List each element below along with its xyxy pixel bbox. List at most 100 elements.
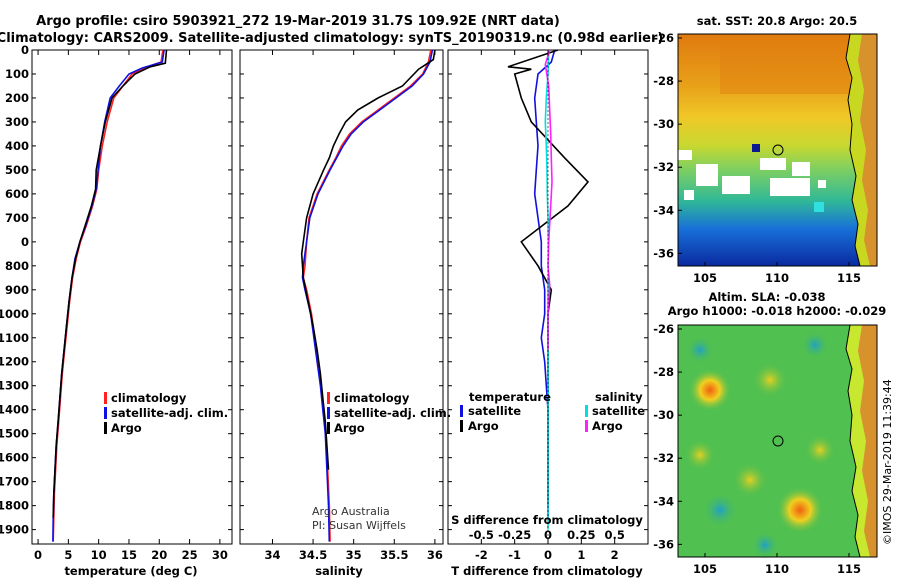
attribution-line2: PI: Susan Wijffels: [312, 519, 406, 532]
depth-tick-label: 1600: [0, 451, 29, 465]
x-tick-label: 35: [346, 548, 362, 562]
legend-label-s-satellite: satellite: [592, 404, 645, 418]
x-tick-label: 35.5: [380, 548, 408, 562]
map-lat-label: -36: [653, 246, 674, 260]
difference-legend-temperature: temperature satellite Argo: [460, 390, 551, 433]
map-lat-label: -34: [653, 203, 674, 217]
map-lon-label: 110: [765, 562, 789, 576]
map-lat-label: -26: [653, 322, 674, 336]
s-diff-tick-label: -0.25: [498, 528, 531, 542]
sst-cloud-gaps: [678, 150, 826, 200]
depth-tick-label: 1200: [0, 355, 29, 369]
attribution-line1: Argo Australia: [312, 505, 390, 518]
map-lat-label: -28: [653, 74, 674, 88]
sla-map-title1: Altim. SLA: -0.038: [708, 290, 825, 304]
map-lon-label: 110: [765, 271, 789, 285]
salinity-legend: climatology satellite-adj. clim. Argo: [327, 391, 451, 435]
sla-eddy-low: [702, 492, 738, 528]
legend-swatch-satellite: [104, 407, 107, 419]
map-lat-label: -26: [653, 31, 674, 45]
sla-eddy-warm: [752, 362, 788, 398]
legend-swatch-s-satellite: [585, 405, 588, 417]
x-tick-label: 2: [611, 548, 619, 562]
depth-tick-label: 1400: [0, 403, 29, 417]
series-line: [301, 50, 434, 542]
sst-warm-patch: [720, 34, 850, 94]
map-lon-label: 105: [693, 271, 717, 285]
temperature-x-ticks: 0 5 10 15 20 25 30: [34, 50, 228, 562]
depth-tick-label: 400: [5, 139, 29, 153]
map-lon-label: 115: [837, 271, 861, 285]
argo-float-position: [772, 435, 784, 447]
legend-label-satellite: satellite-adj. clim.: [111, 406, 228, 420]
map-lon-label: 115: [837, 562, 861, 576]
legend-swatch-t-satellite: [460, 405, 463, 417]
difference-xlabel: T difference from climatology: [451, 564, 643, 578]
depth-tick-label: 0: [21, 235, 29, 249]
series-line: [52, 50, 168, 518]
depth-tick-label: 1500: [0, 427, 29, 441]
sst-map: [677, 33, 878, 267]
legend-label-t-argo: Argo: [468, 419, 499, 433]
legend-title-temperature: temperature: [469, 390, 551, 404]
depth-tick-label: 1100: [0, 331, 29, 345]
depth-tick-label: 1000: [0, 307, 29, 321]
map-lon-label: 105: [693, 562, 717, 576]
sla-eddy-low: [801, 331, 829, 359]
depth-tick-label: 200: [5, 91, 29, 105]
s-diff-tick-label: -0.5: [469, 528, 494, 542]
sla-eddy-warm: [684, 439, 716, 471]
sst-land: [858, 34, 877, 266]
series-line: [302, 50, 432, 542]
depth-tick-label: 100: [5, 67, 29, 81]
sla-map-axes: -26 -28 -30 -32 -34 -36 105 110 115: [653, 322, 861, 576]
series-line: [300, 50, 436, 470]
s-diff-tick-label: 0: [544, 528, 552, 542]
series-line: [544, 50, 553, 350]
legend-title-salinity: salinity: [595, 390, 643, 404]
x-tick-label: 34: [264, 548, 280, 562]
map-lat-label: -28: [653, 365, 674, 379]
chart-title-line1: Argo profile: csiro 5903921_272 19-Mar-2…: [36, 14, 560, 29]
x-tick-label: 5: [64, 548, 72, 562]
x-tick-label: 0: [544, 548, 552, 562]
sst-dark-pixel: [752, 144, 760, 152]
map-lat-label: -30: [653, 408, 674, 422]
depth-tick-label: 1700: [0, 475, 29, 489]
legend-label-climatology: climatology: [111, 391, 187, 405]
x-tick-label: 30: [212, 548, 228, 562]
x-tick-label: 1: [577, 548, 585, 562]
legend-label-argo: Argo: [334, 421, 365, 435]
sst-map-title: sat. SST: 20.8 Argo: 20.5: [697, 14, 857, 28]
x-tick-label: 0: [34, 548, 42, 562]
legend-swatch-s-argo: [585, 420, 588, 432]
legend-label-t-satellite: satellite: [468, 404, 521, 418]
sla-eddy-high: [688, 368, 732, 412]
x-tick-label: 36: [427, 548, 443, 562]
temperature-xlabel: temperature (deg C): [64, 564, 197, 578]
temperature-panel-frame: [31, 49, 233, 545]
sla-eddy-warm: [804, 434, 836, 466]
legend-label-s-argo: Argo: [592, 419, 623, 433]
x-tick-label: 20: [151, 548, 167, 562]
depth-tick-label: 600: [5, 187, 29, 201]
x-tick-label: 34.5: [299, 548, 327, 562]
legend-label-climatology: climatology: [334, 391, 410, 405]
legend-label-argo: Argo: [111, 421, 142, 435]
sla-map-title2: Argo h1000: -0.018 h2000: -0.029: [668, 304, 887, 318]
map-lat-label: -32: [653, 160, 674, 174]
difference-x-ticks: -2 -1 0 1 2 -0.5 -0.25 0 0.25 0.5: [469, 50, 625, 562]
difference-top-xlabel: S difference from climatology: [451, 513, 643, 527]
legend-swatch-t-argo: [460, 420, 463, 432]
x-tick-label: 10: [91, 548, 107, 562]
series-line: [544, 50, 550, 530]
sla-eddy-high: [776, 486, 824, 534]
x-tick-label: -1: [508, 548, 521, 562]
sla-map: [677, 324, 878, 559]
depth-tick-label: 300: [5, 115, 29, 129]
depth-axis: 0 100 200 300 400 500 600 700 0 800 900 1000 1100 120…: [0, 43, 648, 537]
legend-swatch-argo: [104, 422, 107, 434]
salinity-x-ticks: 34 34.5 35 35.5 36: [264, 50, 443, 562]
depth-tick-label: 800: [5, 259, 29, 273]
